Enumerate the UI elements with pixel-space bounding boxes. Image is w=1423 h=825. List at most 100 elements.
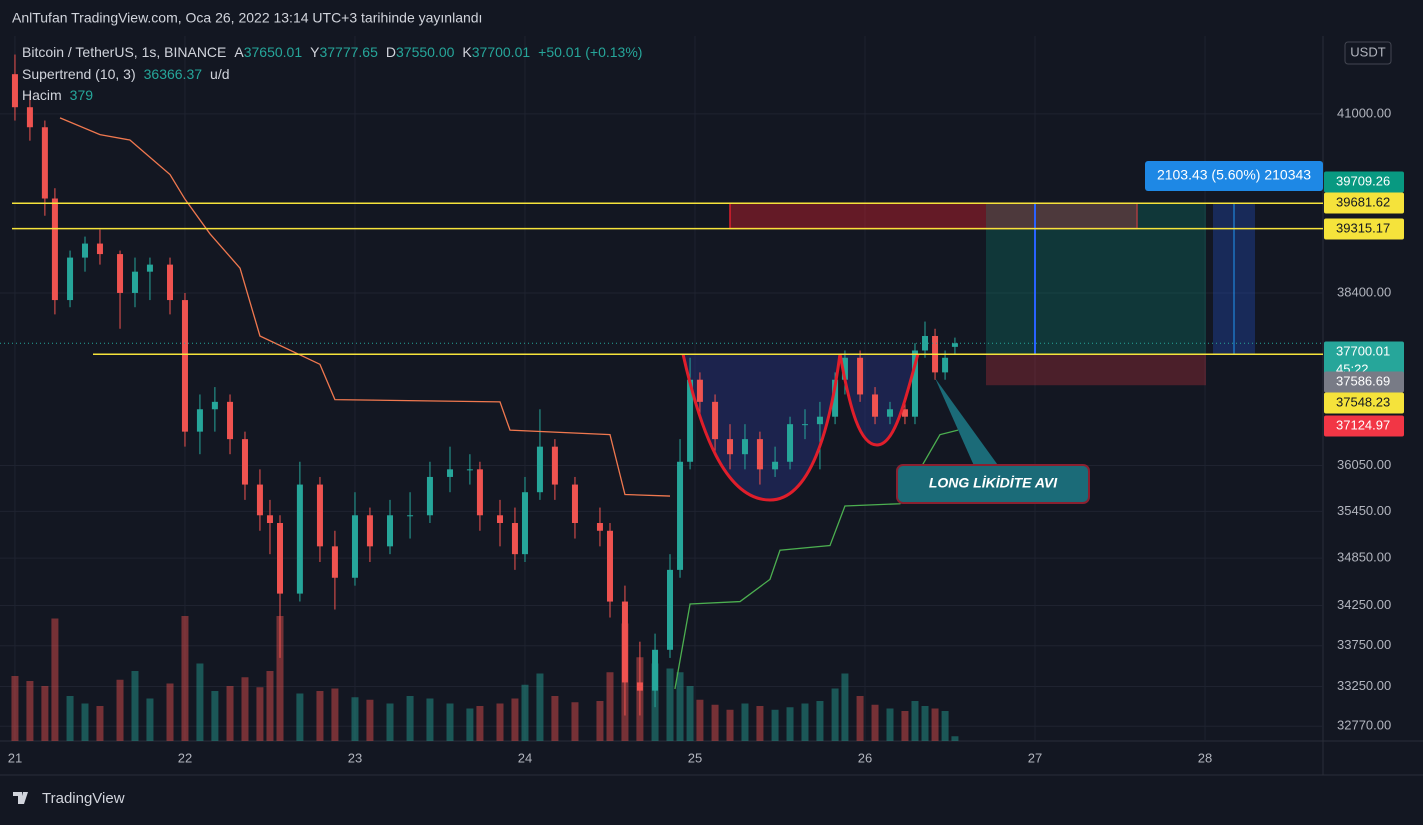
ohlc-value: 37550.00 — [396, 44, 455, 60]
price-label-box — [1324, 218, 1404, 240]
candle-body — [922, 335, 929, 351]
candle-body — [181, 300, 188, 432]
volume-bar — [26, 681, 34, 741]
volume-bar — [856, 696, 864, 741]
currency-box — [1344, 41, 1392, 65]
candle-body — [521, 492, 528, 555]
x-tick-label: 21 — [8, 750, 22, 765]
legend-line: Bitcoin / TetherUS, 1s, BINANCE A37650.01… — [22, 44, 642, 60]
annotation-pointer — [935, 378, 1000, 468]
candle-body — [511, 523, 518, 555]
volume-bar — [786, 707, 794, 741]
x-tick-label: 26 — [858, 750, 872, 765]
volume-bar — [386, 703, 394, 741]
candle-body — [841, 357, 848, 380]
volume-bar — [256, 687, 264, 741]
volume-bar — [921, 706, 929, 741]
volume-bar — [666, 668, 674, 741]
candle-body — [571, 484, 578, 524]
ohlc-value: 37700.01 — [472, 44, 531, 60]
volume-bar — [466, 708, 474, 741]
y-tick-label: 32770.00 — [1337, 718, 1391, 733]
candle-body — [366, 515, 373, 547]
volume-bar — [66, 696, 74, 741]
candle-body — [51, 198, 58, 301]
candle-body — [911, 350, 918, 417]
volume-bar — [756, 706, 764, 741]
candle-body — [476, 469, 483, 516]
position-label-box — [1145, 161, 1323, 191]
candle-body — [667, 569, 674, 650]
y-tick-label: 34250.00 — [1337, 597, 1391, 612]
ohlc-value: 37650.01 — [244, 44, 303, 60]
cup-curve — [681, 353, 842, 502]
volume-bar — [316, 691, 324, 741]
volume-bar — [521, 684, 529, 741]
header-title: AnlTufan TradingView.com, Oca 26, 2022 1… — [12, 10, 482, 26]
candle-body — [857, 357, 864, 395]
volume-bar — [366, 699, 374, 741]
x-tick-label: 25 — [688, 750, 702, 765]
candle-body — [596, 523, 603, 531]
price-label: 37548.23 — [1336, 394, 1390, 409]
price-label-box — [1324, 192, 1404, 214]
legend: Bitcoin / TetherUS, 1s, BINANCE A37650.01… — [22, 44, 642, 103]
candle-body — [196, 409, 203, 432]
volume-bar — [711, 704, 719, 741]
legend-line: Supertrend (10, 3) 36366.37 u/d — [22, 66, 230, 82]
candle-body — [241, 439, 248, 485]
volume-bar — [536, 673, 544, 741]
candle-body — [296, 484, 303, 594]
volume — [11, 616, 959, 741]
indicator-name: Supertrend (10, 3) — [22, 66, 136, 82]
price-label-box — [1324, 415, 1404, 437]
symbol: Bitcoin / TetherUS, 1s, BINANCE — [22, 44, 226, 60]
volume-bar — [196, 663, 204, 741]
x-tick-label: 23 — [348, 750, 362, 765]
candle-body — [677, 461, 684, 570]
candle-body — [266, 515, 273, 524]
candle-body — [167, 264, 174, 301]
candle-body — [951, 343, 958, 347]
volume-bar — [726, 709, 734, 741]
volume-bar — [41, 686, 49, 741]
candle-body — [96, 243, 103, 255]
candle-body — [687, 379, 694, 462]
candle-body — [636, 682, 643, 691]
x-tick-label: 24 — [518, 750, 532, 765]
volume-bar — [96, 706, 104, 741]
cup-curve — [838, 353, 920, 447]
currency: USDT — [1350, 44, 1385, 59]
candle-body — [901, 409, 908, 417]
candle-body — [277, 523, 284, 594]
volume-bar — [241, 677, 249, 741]
volume-bar — [686, 686, 694, 741]
price-label: 39709.26 — [1336, 173, 1390, 188]
volume-bar — [296, 693, 304, 741]
axes: 41000.00 38400.00 36050.00 35450.00 34850.00… — [8, 105, 1404, 765]
candles — [0, 54, 1323, 716]
candle-body — [872, 394, 879, 417]
candle-body — [741, 439, 748, 455]
ohlc-value: 37777.65 — [319, 44, 378, 60]
candle-body — [712, 401, 719, 440]
volume-bar — [571, 702, 579, 741]
candle-body — [772, 461, 779, 470]
candle-body — [351, 515, 358, 578]
candle-body — [211, 401, 218, 410]
volume-bar — [146, 698, 154, 741]
volume-bar — [181, 616, 189, 741]
candle-body — [942, 357, 949, 373]
volume-bar — [816, 701, 824, 741]
indicator-value: 36366.37 — [144, 66, 203, 82]
candle-body — [146, 264, 153, 272]
price-label: 39681.62 — [1336, 194, 1390, 209]
candle-body — [117, 254, 124, 293]
volume-bar — [496, 703, 504, 741]
candle-body — [227, 401, 234, 440]
position-label: 2103.43 (5.60%) 210343 — [1157, 167, 1311, 183]
volume-bar — [131, 671, 139, 741]
candle-body — [621, 601, 628, 683]
